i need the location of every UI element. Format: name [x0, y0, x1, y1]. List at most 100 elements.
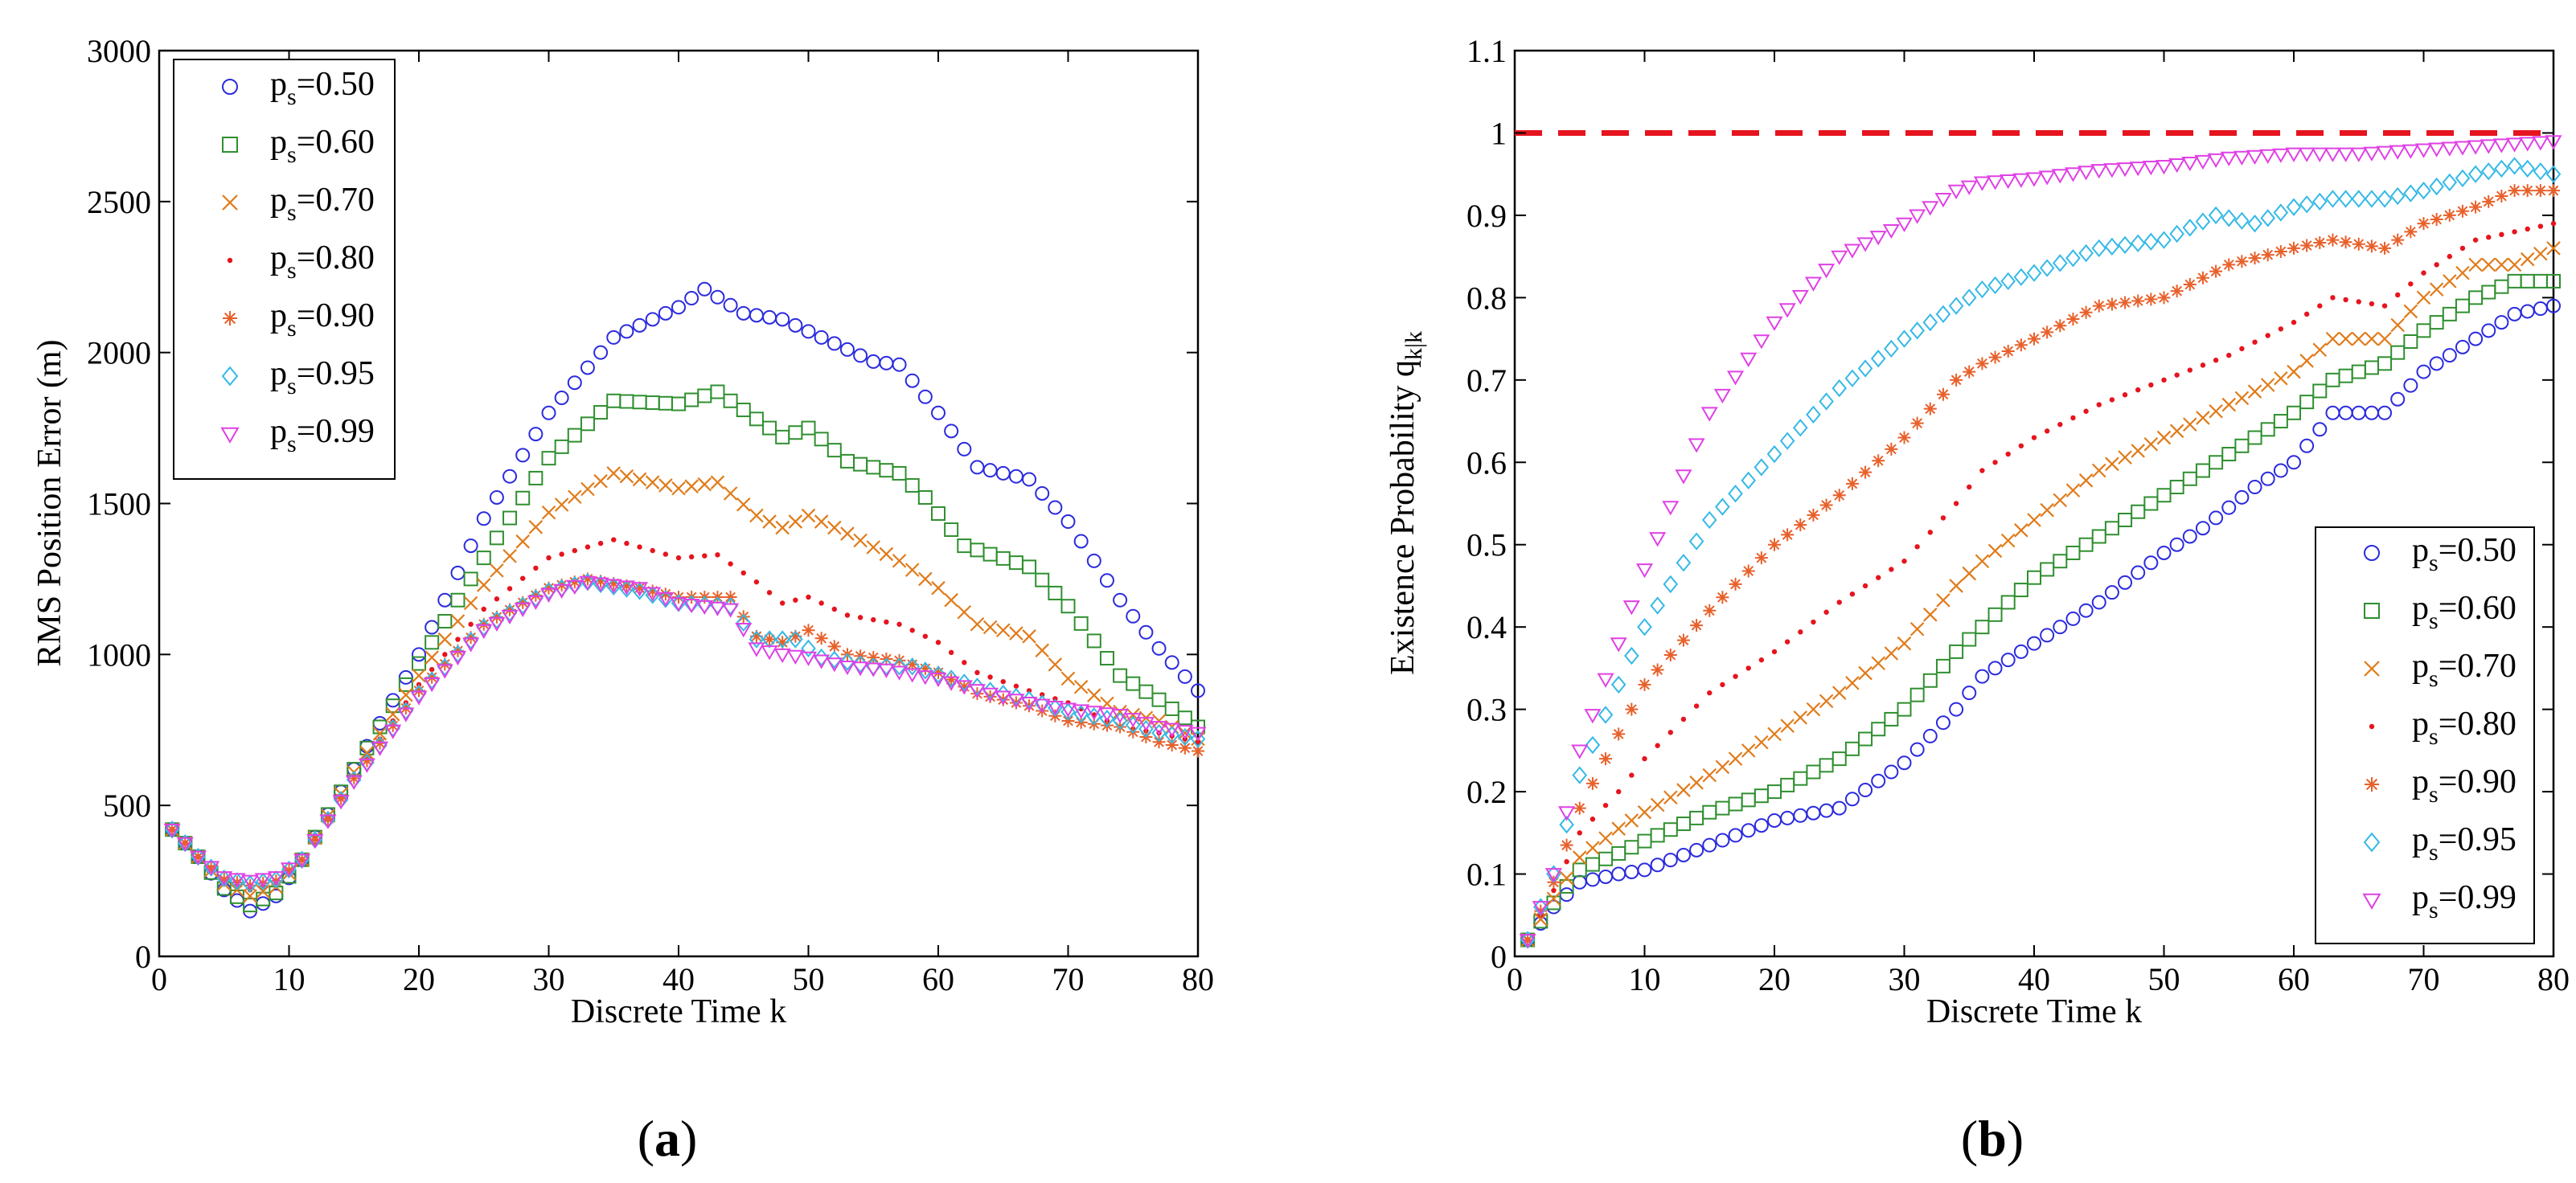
data-point	[1961, 289, 1977, 307]
panel-label-b: (b)	[1961, 1110, 2024, 1167]
data-point	[2260, 422, 2275, 437]
data-point	[438, 657, 452, 671]
data-point	[736, 305, 751, 321]
data-point	[1177, 710, 1192, 726]
data-point	[332, 795, 350, 810]
y-tick-label: 1.1	[1466, 33, 1507, 69]
data-point	[1885, 442, 1898, 456]
data-point	[2545, 165, 2562, 183]
legend-entry: ps=0.99	[2362, 879, 2517, 923]
data-point	[1832, 751, 1847, 767]
data-point	[722, 603, 740, 618]
data-point	[1897, 431, 1911, 444]
data-point	[2468, 331, 2484, 346]
data-point	[871, 616, 876, 623]
data-point	[2467, 165, 2484, 183]
panel-b-chart: 0 10 20 30 40 50 60 70 80 0 0.1 0.2 0.3 0.4 0.5 0.6 0.7 0…	[1384, 33, 2570, 1030]
data-point	[2013, 583, 2028, 598]
x-axis-label-b: Discrete Time k	[1926, 993, 2142, 1030]
data-point	[1022, 472, 1037, 487]
data-point	[1009, 696, 1023, 710]
data-point	[2194, 154, 2212, 170]
data-point	[1967, 484, 1972, 490]
data-point	[243, 889, 257, 903]
data-point	[702, 553, 708, 559]
data-point	[2143, 555, 2159, 571]
data-point	[2247, 430, 2262, 445]
data-point	[1987, 607, 2003, 622]
data-point	[2430, 213, 2443, 227]
data-point	[256, 876, 270, 890]
data-point	[306, 833, 324, 849]
data-point	[476, 551, 491, 566]
data-point	[1048, 657, 1063, 672]
data-point	[1689, 842, 1704, 858]
data-point	[801, 639, 816, 657]
data-point	[1701, 510, 1717, 530]
data-point	[2142, 161, 2160, 176]
data-point	[2364, 360, 2379, 375]
data-point	[1585, 872, 1600, 887]
data-point	[879, 463, 894, 478]
data-point	[514, 602, 531, 618]
data-point	[592, 577, 609, 592]
data-point	[2183, 417, 2197, 432]
data-point	[1871, 656, 1885, 671]
data-point	[2118, 575, 2133, 590]
data-point	[1806, 405, 1821, 424]
data-point	[412, 647, 426, 662]
data-point	[1741, 792, 1756, 808]
data-point	[2234, 489, 2250, 505]
legend-marker	[223, 311, 237, 325]
data-point	[2481, 284, 2496, 300]
data-point	[1975, 357, 1989, 370]
data-point	[2533, 246, 2548, 261]
data-point	[892, 653, 906, 667]
legend-label: ps=0.95	[2412, 821, 2517, 866]
data-point	[597, 540, 604, 546]
data-point	[793, 597, 798, 603]
data-point	[710, 384, 725, 399]
data-point	[2312, 342, 2328, 358]
data-point	[1086, 633, 1101, 649]
legend-marker	[222, 137, 238, 153]
data-point	[715, 552, 720, 558]
data-point	[917, 489, 933, 505]
data-points-b	[1519, 135, 2562, 949]
data-point	[2000, 174, 2017, 190]
data-point	[580, 481, 595, 497]
data-point	[293, 853, 311, 869]
data-point	[2209, 455, 2224, 470]
data-point	[658, 395, 673, 411]
data-point	[1754, 551, 1768, 565]
data-point	[468, 621, 474, 627]
y-tick-label: 0.3	[1466, 692, 1507, 728]
data-point	[1901, 559, 1907, 564]
data-point	[2170, 284, 2184, 298]
legend-label-main: p	[2412, 706, 2429, 743]
data-point	[1844, 244, 1861, 259]
data-point	[1151, 721, 1168, 736]
data-point	[1676, 847, 1691, 862]
data-point	[568, 575, 581, 589]
data-point	[2299, 354, 2314, 368]
data-point	[2533, 162, 2549, 181]
data-point	[774, 630, 790, 649]
data-point	[1622, 600, 1640, 616]
data-point	[2520, 273, 2535, 289]
data-point	[410, 690, 428, 706]
data-point	[2220, 151, 2238, 166]
data-point	[1546, 891, 1561, 907]
data-point	[2143, 436, 2159, 452]
data-point	[1559, 878, 1574, 894]
data-point	[697, 477, 712, 492]
data-point	[1832, 686, 1847, 700]
data-point	[2455, 169, 2471, 187]
data-point	[515, 534, 530, 549]
data-point	[904, 373, 920, 388]
data-point	[2261, 248, 2275, 262]
data-point	[2421, 270, 2426, 276]
data-point	[1114, 720, 1127, 734]
legend-label-main: p	[2412, 590, 2429, 627]
